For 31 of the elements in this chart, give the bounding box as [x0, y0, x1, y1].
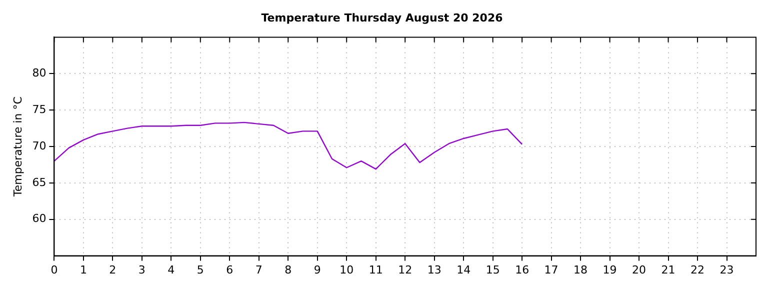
x-tick-label: 9 [314, 263, 321, 276]
y-tick-label: 75 [32, 102, 46, 116]
x-tick-label: 20 [632, 263, 646, 276]
x-tick-label: 0 [50, 263, 58, 276]
x-tick-label: 18 [574, 263, 588, 276]
y-tick-label: 60 [32, 212, 46, 226]
x-tick-label: 23 [720, 263, 734, 276]
x-tick-label: 6 [226, 263, 234, 276]
y-tick-label: 70 [32, 139, 46, 152]
x-tick-label: 15 [486, 263, 500, 276]
x-tick-label: 1 [80, 263, 87, 276]
x-tick-label: 7 [255, 263, 262, 276]
x-tick-label: 17 [544, 263, 558, 276]
x-tick-label: 22 [690, 263, 705, 276]
x-tick-label: 21 [661, 263, 676, 276]
x-tick-label: 11 [368, 263, 383, 276]
x-tick-label: 19 [602, 263, 617, 276]
x-tick-label: 2 [109, 263, 116, 276]
y-tick-label: 80 [32, 66, 46, 80]
x-tick-label: 13 [427, 263, 442, 276]
x-tick-label: 14 [456, 263, 471, 276]
y-tick-label: 65 [32, 176, 46, 189]
y-axis-title: Temperature in °C [11, 96, 24, 198]
x-tick-label: 16 [515, 263, 530, 276]
x-tick-label: 12 [398, 263, 412, 276]
chart-title: Temperature Thursday August 20 2026 [261, 11, 504, 24]
x-tick-label: 5 [196, 263, 204, 276]
x-tick-label: 10 [340, 263, 354, 276]
x-tick-label: 4 [168, 263, 175, 276]
x-tick-label: 8 [284, 263, 292, 276]
x-tick-label: 3 [138, 263, 146, 276]
